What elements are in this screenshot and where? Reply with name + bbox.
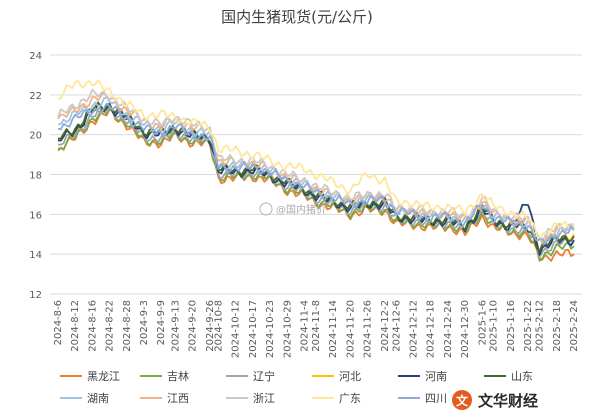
- x-tick-label: 2025-1-22: [523, 300, 534, 352]
- legend-label: 四川: [425, 392, 447, 405]
- x-tick-label: 2024-8-6: [53, 300, 64, 345]
- series-line-11: [57, 102, 575, 245]
- legend-item: 江西: [140, 392, 189, 405]
- x-tick-label: 2024-10-17: [248, 300, 259, 358]
- plot-area: [57, 79, 575, 262]
- y-tick-label: 24: [29, 51, 42, 62]
- x-tick-label: 2024-12-18: [426, 300, 437, 358]
- x-tick-label: 2024-10-29: [282, 300, 293, 358]
- legend-item: 黑龙江: [60, 370, 120, 383]
- y-tick-label: 18: [29, 171, 42, 182]
- legend-item: 四川: [398, 392, 447, 405]
- brand-name: 文华财经: [478, 392, 538, 410]
- x-tick-label: 2025-2-18: [552, 300, 563, 352]
- x-tick-label: 2024-12-24: [443, 300, 454, 358]
- y-tick-label: 12: [29, 290, 42, 301]
- legend-label: 吉林: [167, 369, 189, 383]
- x-tick-label: 2024-9-20: [188, 300, 199, 352]
- legend-item: 浙江: [226, 392, 275, 405]
- legend-item: 河北: [312, 370, 361, 383]
- x-axis: 2024-8-6 2024-8-12 2024-8-16 2024-8-22 2024-…: [53, 300, 580, 358]
- x-tick-label: 2025-1-6: [477, 300, 488, 345]
- series-line-9: [57, 88, 575, 243]
- watermark-text: @国内猪价: [276, 203, 326, 216]
- brand-logo-icon: [452, 390, 472, 410]
- grid-lines: [50, 54, 582, 295]
- x-tick-label: 2024-11-4: [300, 300, 311, 352]
- x-tick-label: 2025-2-24: [569, 300, 580, 352]
- x-tick-label: 2024-11-26: [363, 300, 374, 358]
- y-axis: 12 14 16 18 20 22 24: [29, 51, 42, 301]
- x-tick-label: 2025-1-10: [489, 300, 500, 352]
- x-tick-label: 2024-11-20: [345, 300, 356, 358]
- legend-label: 湖南: [87, 392, 109, 405]
- series-line-10: [57, 79, 575, 242]
- legend-item: 辽宁: [226, 369, 275, 383]
- x-tick-label: 2024-12-2: [380, 300, 391, 352]
- legend-item: 湖南: [60, 392, 109, 405]
- x-tick-label: 2024-9-13: [171, 300, 182, 352]
- brand-logo: 文 文华财经: [452, 390, 538, 410]
- x-tick-label: 2024-10-12: [231, 300, 242, 358]
- legend-item: 河南: [398, 370, 447, 383]
- legend-label: 山东: [511, 370, 533, 383]
- legend-label: 河北: [339, 370, 361, 383]
- y-tick-label: 14: [29, 250, 42, 261]
- legend-item: 吉林: [140, 369, 189, 383]
- y-tick-label: 16: [29, 210, 42, 221]
- x-tick-label: 2024-10-8: [214, 300, 225, 352]
- legend-label: 河南: [425, 370, 447, 383]
- legend-label: 广东: [339, 392, 361, 405]
- x-tick-label: 2024-9-26: [205, 300, 216, 352]
- legend-label: 黑龙江: [87, 370, 120, 383]
- x-tick-label: 2024-12-30: [460, 300, 471, 358]
- series-line-7: [57, 96, 575, 245]
- legend-item: 广东: [312, 392, 361, 405]
- x-tick-label: 2024-8-16: [87, 300, 98, 352]
- legend-label: 辽宁: [253, 369, 275, 383]
- y-tick-label: 20: [29, 131, 42, 142]
- brand-logo-char: 文: [456, 393, 469, 408]
- y-tick-label: 22: [29, 91, 42, 102]
- x-tick-label: 2025-2-12: [535, 300, 546, 352]
- x-tick-label: 2025-1-16: [506, 300, 517, 352]
- legend-label: 浙江: [253, 392, 275, 405]
- x-tick-label: 2024-12-12: [408, 300, 419, 358]
- x-tick-label: 2024-8-12: [70, 300, 81, 352]
- x-tick-label: 2024-9-9: [156, 300, 167, 345]
- weibo-icon: [259, 202, 273, 216]
- x-tick-label: 2024-10-23: [265, 300, 276, 358]
- legend-label: 江西: [167, 392, 189, 405]
- x-tick-label: 2024-11-14: [328, 300, 339, 358]
- x-tick-label: 2024-8-22: [105, 300, 116, 352]
- series-line-8: [57, 91, 575, 245]
- x-tick-label: 2024-9-3: [139, 300, 150, 345]
- chart-title: 国内生猪现货(元/公斤): [221, 8, 373, 26]
- x-tick-label: 2024-11-8: [311, 300, 322, 352]
- x-tick-label: 2024-8-28: [122, 300, 133, 352]
- x-tick-label: 2024-12-6: [391, 300, 402, 352]
- watermark: @国内猪价: [259, 202, 326, 216]
- legend-item: 山东: [484, 370, 533, 383]
